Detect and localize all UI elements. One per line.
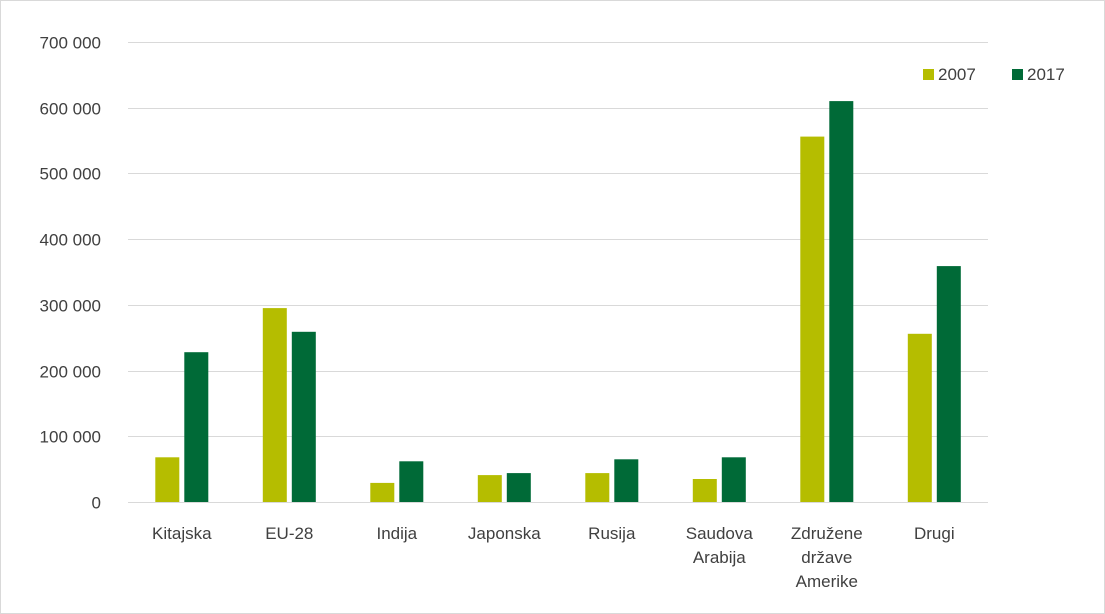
x-tick-label: Kitajska (152, 524, 212, 543)
bar-2017 (506, 473, 531, 502)
legend-swatch-2007 (923, 69, 934, 80)
y-tick-label: 300 000 (40, 297, 101, 316)
x-tick-label-line: Drugi (914, 524, 955, 543)
legend-label-2017: 2017 (1027, 65, 1065, 84)
bar-2007 (262, 308, 287, 502)
x-tick-label-line: Kitajska (152, 524, 212, 543)
grid-lines (128, 42, 988, 503)
x-tick-label: Japonska (468, 524, 541, 543)
bar-2007 (585, 473, 610, 502)
bar-2017 (399, 461, 424, 502)
x-tick-label: Drugi (914, 524, 955, 543)
bar-2017 (184, 352, 209, 502)
y-tick-label: 600 000 (40, 100, 101, 119)
bar-2007 (907, 333, 932, 502)
bar-2017 (291, 331, 316, 502)
y-tick-label: 400 000 (40, 231, 101, 250)
y-tick-label: 200 000 (40, 363, 101, 382)
x-tick-label: Združene države Amerike (791, 524, 863, 591)
x-tick-label-line: Amerike (796, 572, 858, 591)
legend: 2007 2017 (923, 65, 1065, 84)
x-tick-label-line: države (801, 548, 852, 567)
legend-label-2007: 2007 (938, 65, 976, 84)
y-axis-tick-labels: 0 100 000 200 000 300 000 400 000 500 000 600 … (40, 34, 101, 513)
x-tick-label-line: Združene (791, 524, 863, 543)
bar-2007 (155, 457, 180, 502)
x-tick-label-line: Saudova (686, 524, 754, 543)
bar-2017 (936, 266, 961, 502)
x-tick-label-line: Arabija (693, 548, 746, 567)
bars (155, 101, 961, 502)
x-tick-label-line: Indija (376, 524, 417, 543)
legend-swatch-2017 (1012, 69, 1023, 80)
bar-2007 (370, 482, 395, 502)
bar-2007 (692, 479, 717, 502)
x-tick-label: Rusija (588, 524, 636, 543)
x-tick-label-line: Japonska (468, 524, 541, 543)
y-tick-label: 0 (92, 494, 101, 513)
x-axis-tick-labels: Kitajska EU-28 Indija Japonska Rusija Saudova… (152, 524, 955, 591)
x-tick-label: Indija (376, 524, 417, 543)
bar-2017 (829, 101, 854, 502)
y-tick-label: 500 000 (40, 165, 101, 184)
x-tick-label-line: EU-28 (265, 524, 313, 543)
x-tick-label-line: Rusija (588, 524, 636, 543)
y-tick-label: 700 000 (40, 34, 101, 53)
bar-2017 (614, 459, 639, 502)
x-tick-label: Saudova Arabija (686, 524, 754, 567)
bar-2007 (800, 136, 825, 502)
y-tick-label: 100 000 (40, 428, 101, 447)
x-tick-label: EU-28 (265, 524, 313, 543)
bar-2017 (721, 457, 746, 502)
bar-2007 (477, 475, 502, 502)
